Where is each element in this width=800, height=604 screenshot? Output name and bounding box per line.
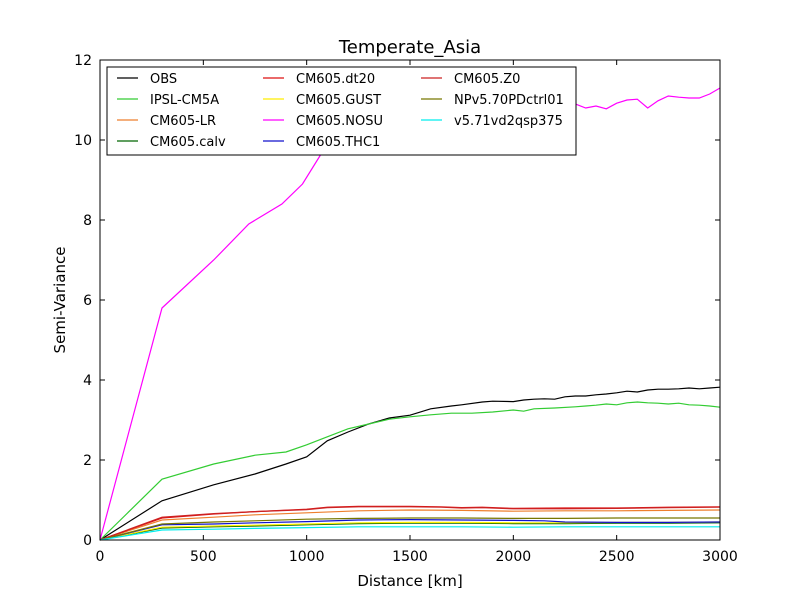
y-tick-label-3: 6 xyxy=(83,293,92,309)
x-tick-label-4: 2000 xyxy=(496,549,532,565)
legend: OBS IPSL-CM5A CM605-LR CM605.calv CM605.dt20… xyxy=(106,66,577,156)
y-tick-label-6: 12 xyxy=(74,53,92,69)
y-axis-label: Semi-Variance xyxy=(51,247,69,354)
x-tick-label-3: 1500 xyxy=(392,549,428,565)
series-line-9 xyxy=(99,517,720,541)
x-tick-label-0: 0 xyxy=(96,549,105,565)
legend-label-3: CM605.calv xyxy=(150,135,226,150)
legend-box xyxy=(106,66,577,156)
series-line-6 xyxy=(99,87,721,541)
series-line-10 xyxy=(99,526,720,541)
plot-frame xyxy=(99,59,721,541)
series-line-8 xyxy=(99,506,721,541)
series-line-2 xyxy=(99,509,721,541)
chart-title: Temperate_Asia xyxy=(338,37,481,58)
series-line-1 xyxy=(99,401,721,541)
y-tick-label-2: 4 xyxy=(83,373,92,389)
legend-label-2: CM605-LR xyxy=(150,114,216,129)
x-tick-label-1: 500 xyxy=(190,549,217,565)
series-line-3 xyxy=(99,522,721,541)
y-tick-label-4: 8 xyxy=(83,213,92,229)
series-line-0 xyxy=(99,386,721,541)
legend-label-7: CM605.THC1 xyxy=(296,135,380,150)
series-layer xyxy=(99,87,721,541)
x-axis-label: Distance [km] xyxy=(357,572,462,590)
legend-label-1: IPSL-CM5A xyxy=(150,93,219,108)
legend-label-5: CM605.GUST xyxy=(296,93,381,108)
y-tick-label-0: 0 xyxy=(83,533,92,549)
series-line-7 xyxy=(99,518,721,541)
legend-label-0: OBS xyxy=(150,72,177,87)
legend-label-8: CM605.Z0 xyxy=(454,72,520,87)
x-tick-label-6: 3000 xyxy=(702,549,738,565)
y-tick-label-1: 2 xyxy=(83,453,92,469)
tick-layer: 0 500 1000 1500 2000 2500 3000 0 2 4 6 8 10 12 xyxy=(74,53,738,565)
y-tick-label-5: 10 xyxy=(74,133,92,149)
x-tick-label-2: 1000 xyxy=(289,549,325,565)
legend-label-10: v5.71vd2qsp375 xyxy=(454,114,563,129)
legend-label-4: CM605.dt20 xyxy=(296,72,375,87)
legend-label-9: NPv5.70PDctrl01 xyxy=(454,93,564,108)
x-tick-label-5: 2500 xyxy=(599,549,635,565)
legend-label-6: CM605.NOSU xyxy=(296,114,383,129)
